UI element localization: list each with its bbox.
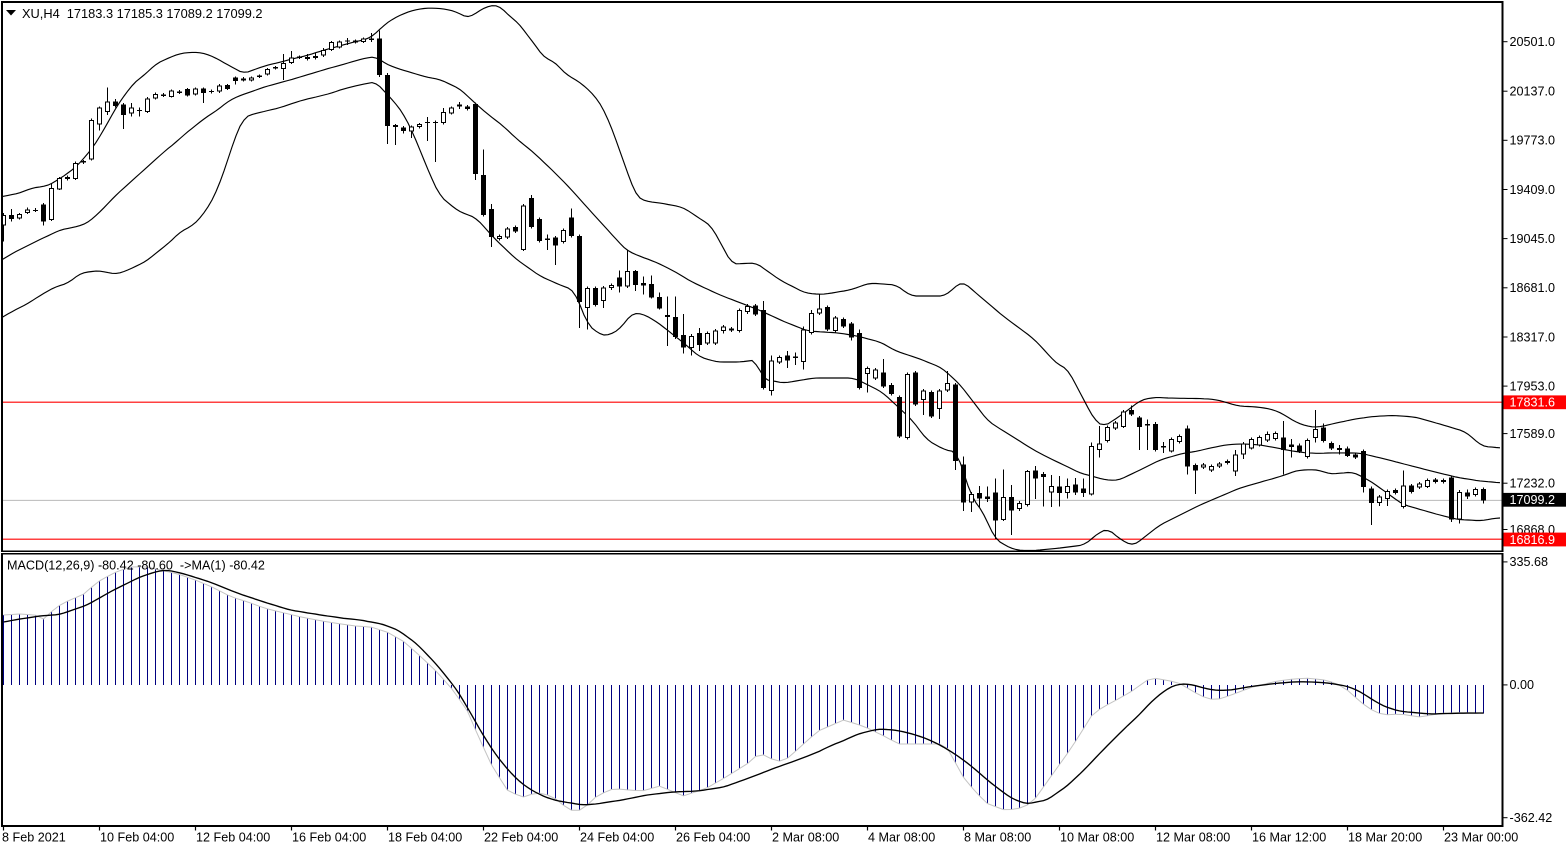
svg-text:16 Feb 04:00: 16 Feb 04:00	[292, 831, 366, 845]
svg-text:19773.0: 19773.0	[1510, 134, 1556, 148]
svg-text:16 Mar 12:00: 16 Mar 12:00	[1252, 831, 1326, 845]
svg-text:22 Feb 04:00: 22 Feb 04:00	[484, 831, 558, 845]
svg-text:335.68: 335.68	[1510, 555, 1549, 569]
svg-text:17099.2: 17099.2	[1510, 493, 1556, 507]
svg-text:18 Feb 04:00: 18 Feb 04:00	[388, 831, 462, 845]
svg-text:20501.0: 20501.0	[1510, 35, 1556, 49]
svg-text:10 Feb 04:00: 10 Feb 04:00	[100, 831, 174, 845]
svg-text:19409.0: 19409.0	[1510, 183, 1556, 197]
svg-text:4 Mar 08:00: 4 Mar 08:00	[868, 831, 935, 845]
svg-text:18681.0: 18681.0	[1510, 281, 1556, 295]
svg-text:0.00: 0.00	[1510, 678, 1535, 692]
svg-text:12 Mar 08:00: 12 Mar 08:00	[1156, 831, 1230, 845]
svg-text:23 Mar 00:00: 23 Mar 00:00	[1444, 831, 1518, 845]
svg-text:17953.0: 17953.0	[1510, 379, 1556, 393]
svg-text:8 Feb 2021: 8 Feb 2021	[2, 831, 66, 845]
svg-text:12 Feb 04:00: 12 Feb 04:00	[196, 831, 270, 845]
svg-text:XU,H4 17183.3 17185.3 17089.2: XU,H4 17183.3 17185.3 17089.2 17099.2	[22, 6, 263, 21]
svg-text:-362.42: -362.42	[1510, 811, 1553, 825]
svg-text:19045.0: 19045.0	[1510, 232, 1556, 246]
svg-text:17232.0: 17232.0	[1510, 477, 1556, 491]
svg-text:17589.0: 17589.0	[1510, 427, 1556, 441]
svg-text:24 Feb 04:00: 24 Feb 04:00	[580, 831, 654, 845]
svg-text:18 Mar 20:00: 18 Mar 20:00	[1348, 831, 1422, 845]
svg-text:MACD(12,26,9) -80.42 -80.60 -: MACD(12,26,9) -80.42 -80.60 ->MA(1) -80.…	[7, 558, 265, 572]
svg-text:10 Mar 08:00: 10 Mar 08:00	[1060, 831, 1134, 845]
svg-text:8 Mar 08:00: 8 Mar 08:00	[964, 831, 1031, 845]
svg-text:26 Feb 04:00: 26 Feb 04:00	[676, 831, 750, 845]
svg-text:2 Mar 08:00: 2 Mar 08:00	[772, 831, 839, 845]
svg-text:20137.0: 20137.0	[1510, 85, 1556, 99]
svg-text:17831.6: 17831.6	[1510, 396, 1556, 410]
svg-text:16816.9: 16816.9	[1510, 533, 1556, 547]
svg-text:18317.0: 18317.0	[1510, 330, 1556, 344]
